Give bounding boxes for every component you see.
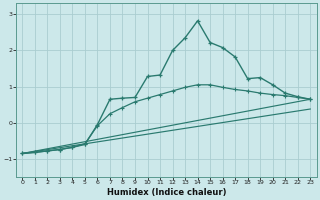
X-axis label: Humidex (Indice chaleur): Humidex (Indice chaleur) — [107, 188, 226, 197]
